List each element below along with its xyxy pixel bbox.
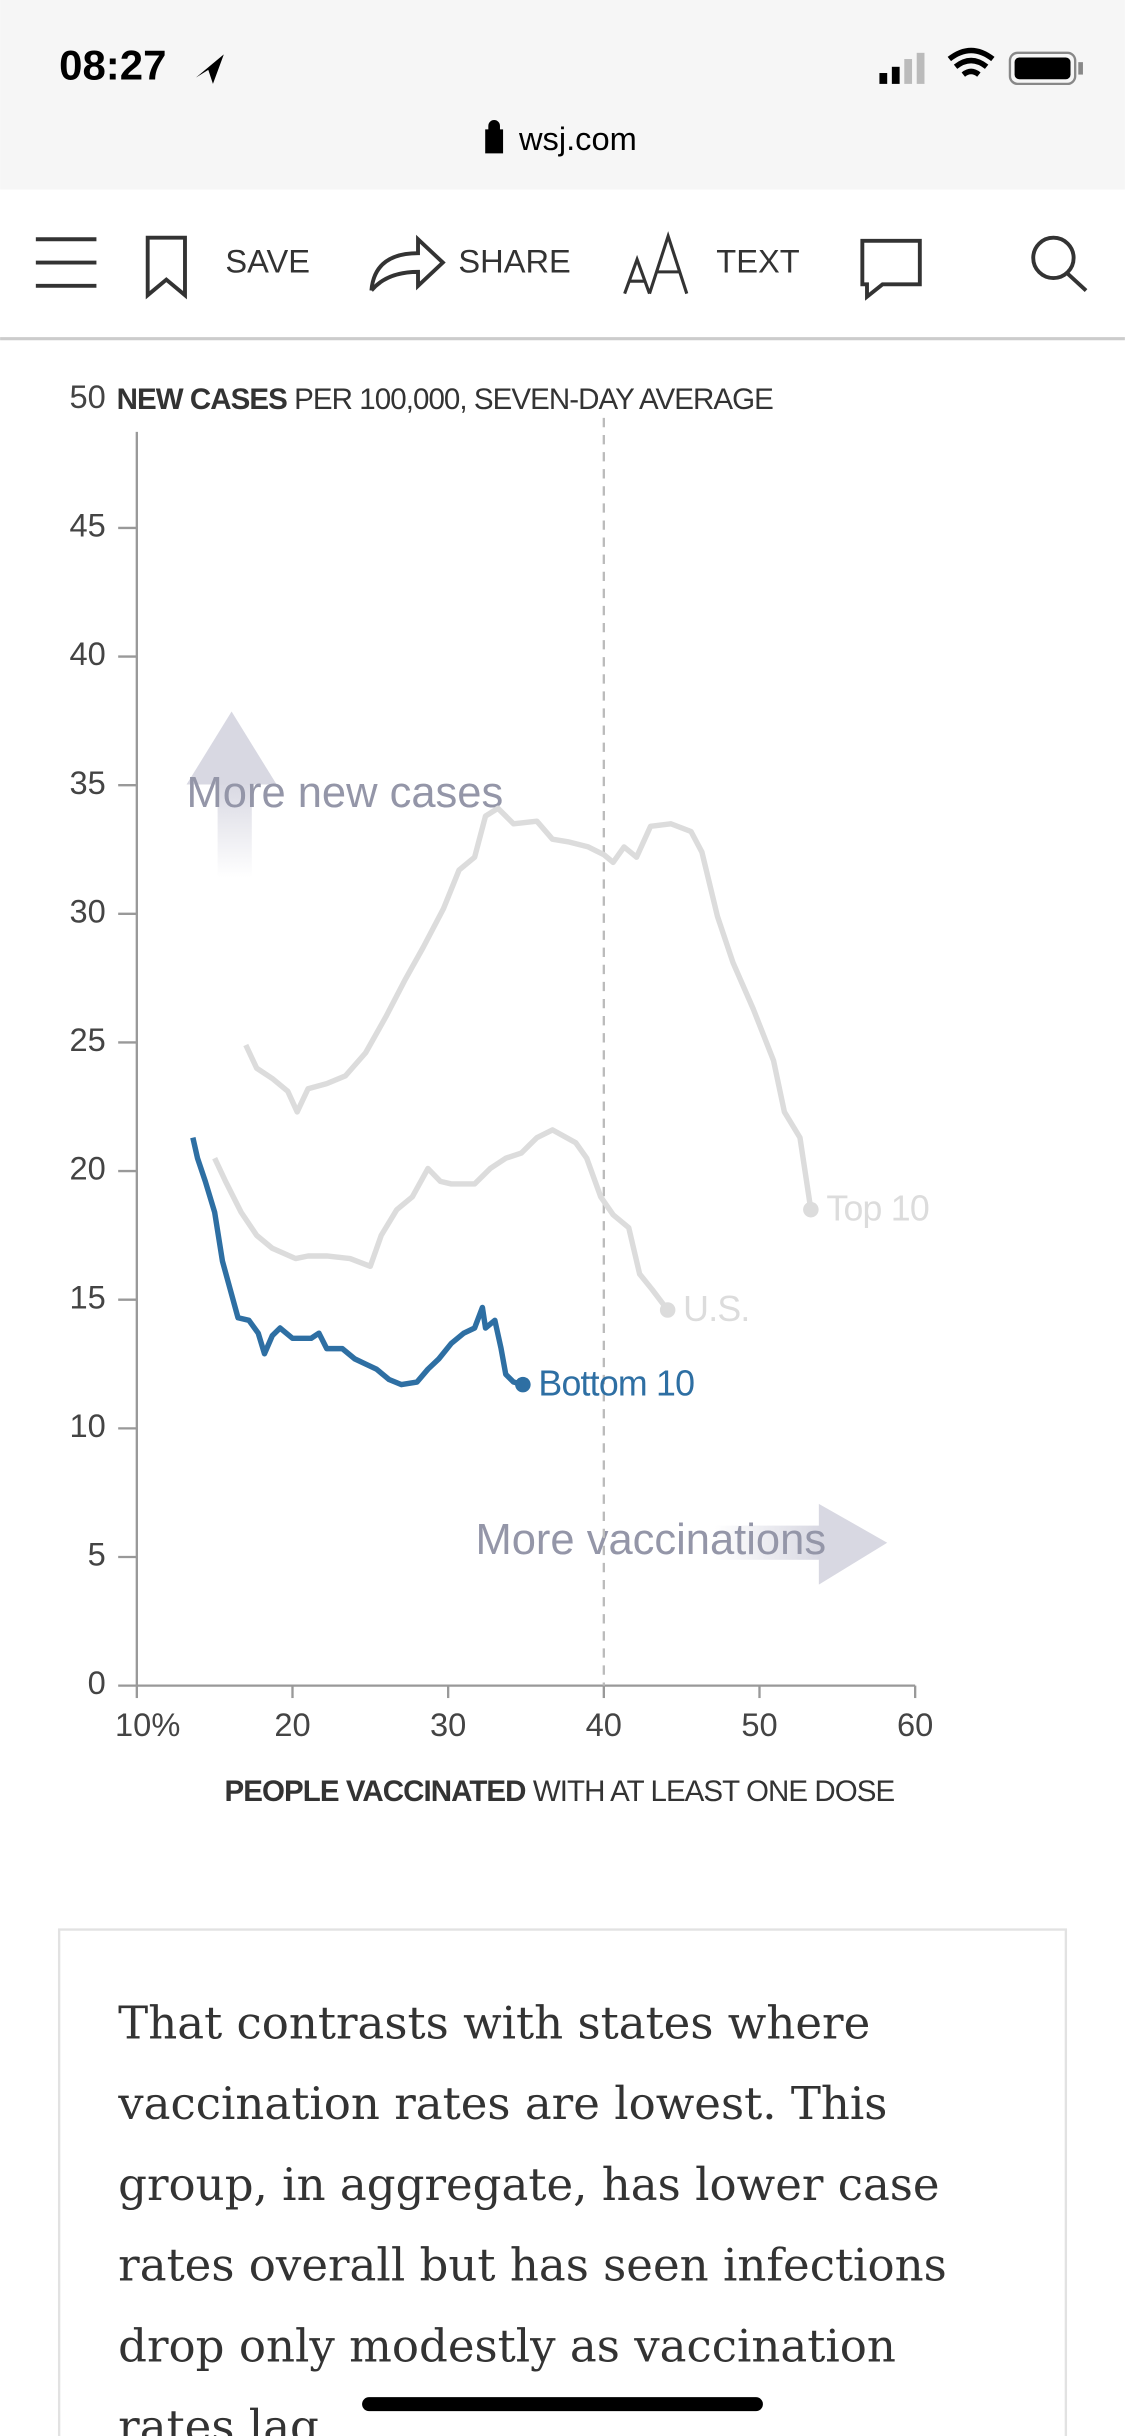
- y-tick-label: 10: [69, 1407, 105, 1444]
- signal-icon: [879, 52, 925, 84]
- wifi-icon: [947, 47, 995, 77]
- y-tick-label: 5: [88, 1536, 106, 1573]
- text-icon[interactable]: [623, 231, 689, 295]
- status-time: 08:27: [59, 41, 166, 88]
- lock-icon: [485, 120, 504, 154]
- save-button[interactable]: SAVE: [225, 243, 310, 280]
- end-point: [659, 1302, 676, 1318]
- y-tick-label: 45: [69, 507, 105, 544]
- x-tick-label: 10%: [115, 1706, 180, 1743]
- end-point: [803, 1201, 819, 1218]
- home-indicator: [362, 2397, 763, 2412]
- article-paragraph: That contrasts with states where vaccina…: [118, 1996, 947, 2436]
- share-button[interactable]: SHARE: [458, 243, 570, 280]
- series-label: U.S.: [683, 1289, 749, 1329]
- comments-icon[interactable]: [860, 238, 922, 301]
- location-icon: [195, 54, 224, 84]
- title-rest: PER 100,000, SEVEN-DAY AVERAGE: [294, 383, 773, 416]
- article-box: [57, 1928, 1068, 2436]
- article-text-box: That contrasts with states where vaccina…: [118, 1996, 947, 2436]
- plot: 0 5 10 15 20 25 30 35 40 45 50 10% 20 30 40 50 60 Top 10 U…: [69, 378, 933, 1743]
- x-label-rest: WITH AT LEAST ONE DOSE: [533, 1775, 895, 1808]
- text-button[interactable]: TEXT: [716, 243, 799, 280]
- chart-title: NEW CASES PER 100,000, SEVEN-DAY AVERAGE: [117, 383, 773, 416]
- title-bold: NEW CASES: [117, 383, 288, 416]
- search-icon[interactable]: [1031, 235, 1088, 292]
- series-line: [243, 805, 814, 1211]
- url[interactable]: wsj.com: [518, 120, 637, 157]
- x-tick-label: 60: [897, 1706, 933, 1743]
- series-line: [212, 1127, 670, 1312]
- browser-chrome: [0, 0, 1125, 190]
- right-arrow: [714, 1503, 888, 1585]
- series-label: Bottom 10: [538, 1364, 694, 1404]
- y-tick-label: 50: [69, 378, 105, 415]
- y-tick-label: 15: [69, 1278, 105, 1315]
- x-tick-label: 50: [741, 1706, 777, 1743]
- y-tick-label: 25: [69, 1021, 105, 1058]
- x-axis-label: PEOPLE VACCINATED WITH AT LEAST ONE DOSE: [225, 1775, 895, 1808]
- save-icon[interactable]: [145, 235, 187, 300]
- x-tick-label: 20: [274, 1706, 310, 1743]
- y-tick-label: 35: [69, 764, 105, 801]
- menu-icon[interactable]: [35, 237, 97, 288]
- y-tick-label: 0: [88, 1664, 106, 1701]
- y-tick-label: 20: [69, 1150, 105, 1187]
- y-tick-label: 40: [69, 635, 105, 672]
- annotation: More vaccinations: [475, 1516, 826, 1564]
- series-line: [190, 1137, 524, 1388]
- x-tick-label: 30: [430, 1706, 466, 1743]
- series-label: Top 10: [826, 1189, 929, 1229]
- annotation: More new cases: [187, 769, 504, 817]
- share-icon[interactable]: [369, 234, 446, 292]
- x-tick-label: 40: [586, 1706, 622, 1743]
- end-point: [515, 1376, 531, 1393]
- up-arrow: [186, 711, 277, 878]
- battery-icon: [1008, 51, 1083, 86]
- y-tick-label: 30: [69, 892, 105, 929]
- x-label-bold: PEOPLE VACCINATED: [225, 1775, 527, 1808]
